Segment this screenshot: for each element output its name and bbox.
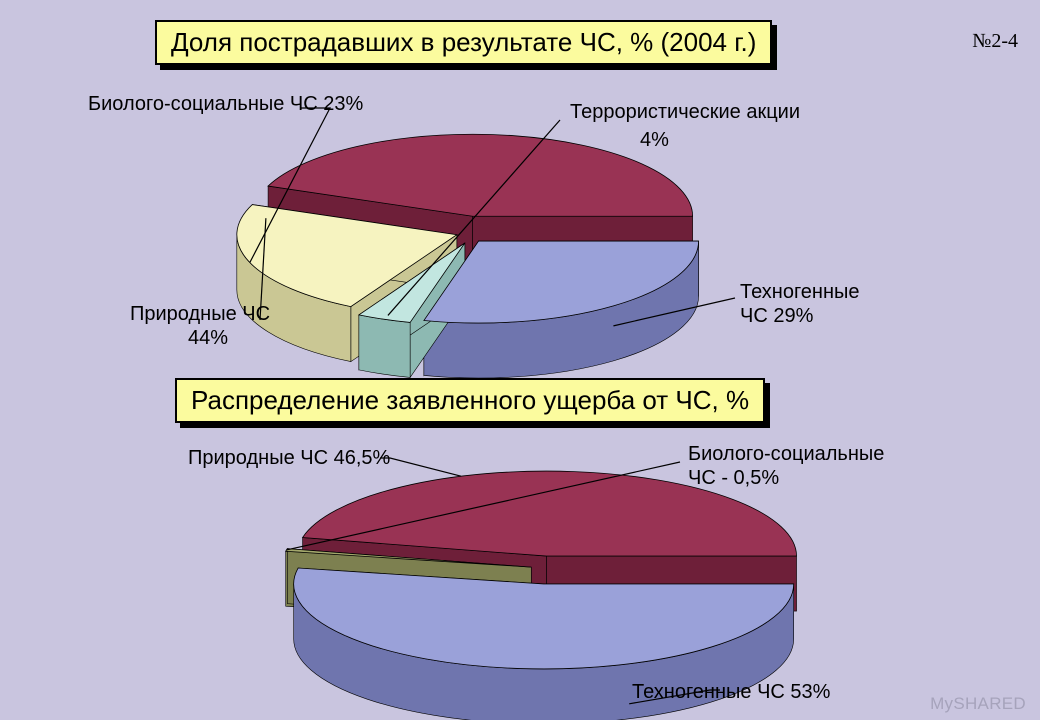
watermark: MySHARED [930,694,1026,714]
c1-label-terror-line1: Террористические акции [570,100,800,124]
c2-label-techno: Техногенные ЧС 53% [632,680,830,704]
c1-label-techno-line2: ЧС 29% [740,304,813,328]
c1-label-biosocial: Биолого-социальные ЧС 23% [88,92,363,116]
chart2-svg [0,380,1040,720]
c1-label-nature-line2: 44% [188,326,228,350]
c2-label-nature: Природные ЧС 46,5% [188,446,390,470]
c1-label-terror-line2: 4% [640,128,669,152]
c1-label-nature-line1: Природные ЧС [130,302,270,326]
c2-label-bio-line2: ЧС - 0,5% [688,466,779,490]
c2-label-bio-line1: Биолого-социальные [688,442,884,466]
c1-label-techno-line1: Техногенные [740,280,860,304]
